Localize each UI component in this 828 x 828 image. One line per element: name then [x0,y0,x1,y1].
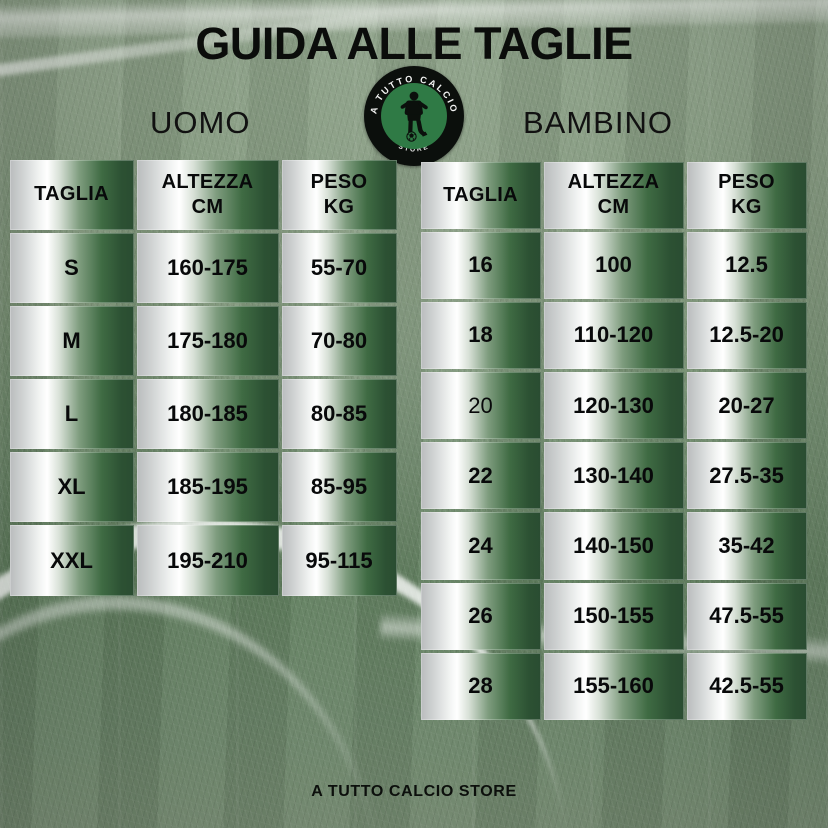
cell-weight: 20-27 [686,372,807,440]
column-header-height: ALTEZZA CM [136,159,279,230]
section-label-men: UOMO [150,105,251,140]
table-row: M 175-180 70-80 [8,304,398,377]
column-header-height: ALTEZZA CM [543,161,684,229]
cell-height: 185-195 [136,452,279,523]
table-row: 24 140-150 35-42 [419,511,808,581]
cell-height: 195-210 [136,525,279,596]
column-header-height-unit: CM [191,195,224,218]
cell-size: 18 [420,301,541,370]
table-row: 20 120-130 20-27 [419,371,808,441]
cell-weight: 42.5-55 [686,652,807,720]
column-header-weight-unit: KG [323,195,355,218]
table-row: 18 110-120 12.5-20 [419,300,808,370]
table-row: 16 100 12.5 [419,230,808,300]
table-row: 26 150-155 47.5-55 [419,581,808,651]
table-row: XL 185-195 85-95 [8,451,398,524]
cell-height: 175-180 [136,305,279,377]
cell-size: 16 [420,231,541,299]
cell-weight: 95-115 [281,525,397,596]
column-header-height-line1: ALTEZZA [161,170,254,193]
column-header-size: TAGLIA [420,161,541,229]
cell-size: 22 [420,442,541,510]
cell-weight: 27.5-35 [686,442,807,510]
table-row: 22 130-140 27.5-35 [419,441,808,511]
cell-size: M [9,305,134,377]
soccer-player-icon [400,91,428,142]
brand-logo: A TUTTO CALCIO STORE [364,66,464,166]
cell-size: XL [9,452,134,523]
cell-weight: 55-70 [281,232,397,303]
cell-height: 160-175 [136,232,279,303]
cell-size: XXL [9,525,134,596]
cell-weight: 35-42 [686,512,807,580]
cell-weight: 12.5-20 [686,301,807,370]
table-row: XXL 195-210 95-115 [8,524,398,597]
footer-brand: A TUTTO CALCIO STORE [311,783,517,800]
section-label-kids: BAMBINO [523,105,673,140]
column-header-weight-line1: PESO [310,170,368,193]
page-title: GUIDA ALLE TAGLIE [195,18,633,69]
men-size-table: TAGLIA ALTEZZA CM PESO KG S 160-175 55-7… [8,158,398,597]
column-header-weight: PESO KG [686,161,807,229]
cell-height: 120-130 [543,372,684,440]
column-header-height-unit: CM [597,196,630,219]
cell-height: 180-185 [136,379,279,450]
cell-height: 140-150 [543,512,684,580]
kids-size-table: TAGLIA ALTEZZA CM PESO KG 16 100 12.5 18… [419,160,808,722]
cell-size: 26 [420,582,541,650]
column-header-size: TAGLIA [9,159,134,230]
table-header-row: TAGLIA ALTEZZA CM PESO KG [419,160,808,230]
cell-size: 28 [420,652,541,720]
cell-height: 150-155 [543,582,684,650]
column-header-weight-line1: PESO [718,171,775,194]
cell-weight: 70-80 [281,305,397,377]
cell-height: 100 [543,231,684,299]
cell-height: 110-120 [543,301,684,370]
cell-weight: 47.5-55 [686,582,807,650]
table-row: L 180-185 80-85 [8,378,398,451]
cell-size: 24 [420,512,541,580]
cell-size: 20 [420,372,541,440]
cell-height: 155-160 [543,652,684,720]
column-header-weight: PESO KG [281,159,397,230]
cell-height: 130-140 [543,442,684,510]
table-header-row: TAGLIA ALTEZZA CM PESO KG [8,158,398,231]
column-header-weight-unit: KG [731,196,762,219]
cell-weight: 80-85 [281,379,397,450]
column-header-height-line1: ALTEZZA [567,171,660,194]
cell-size: L [9,379,134,450]
soccer-ball-icon [406,131,417,142]
cell-weight: 85-95 [281,452,397,523]
table-row: S 160-175 55-70 [8,231,398,304]
cell-weight: 12.5 [686,231,807,299]
table-row: 28 155-160 42.5-55 [419,651,808,721]
cell-size: S [9,232,134,303]
